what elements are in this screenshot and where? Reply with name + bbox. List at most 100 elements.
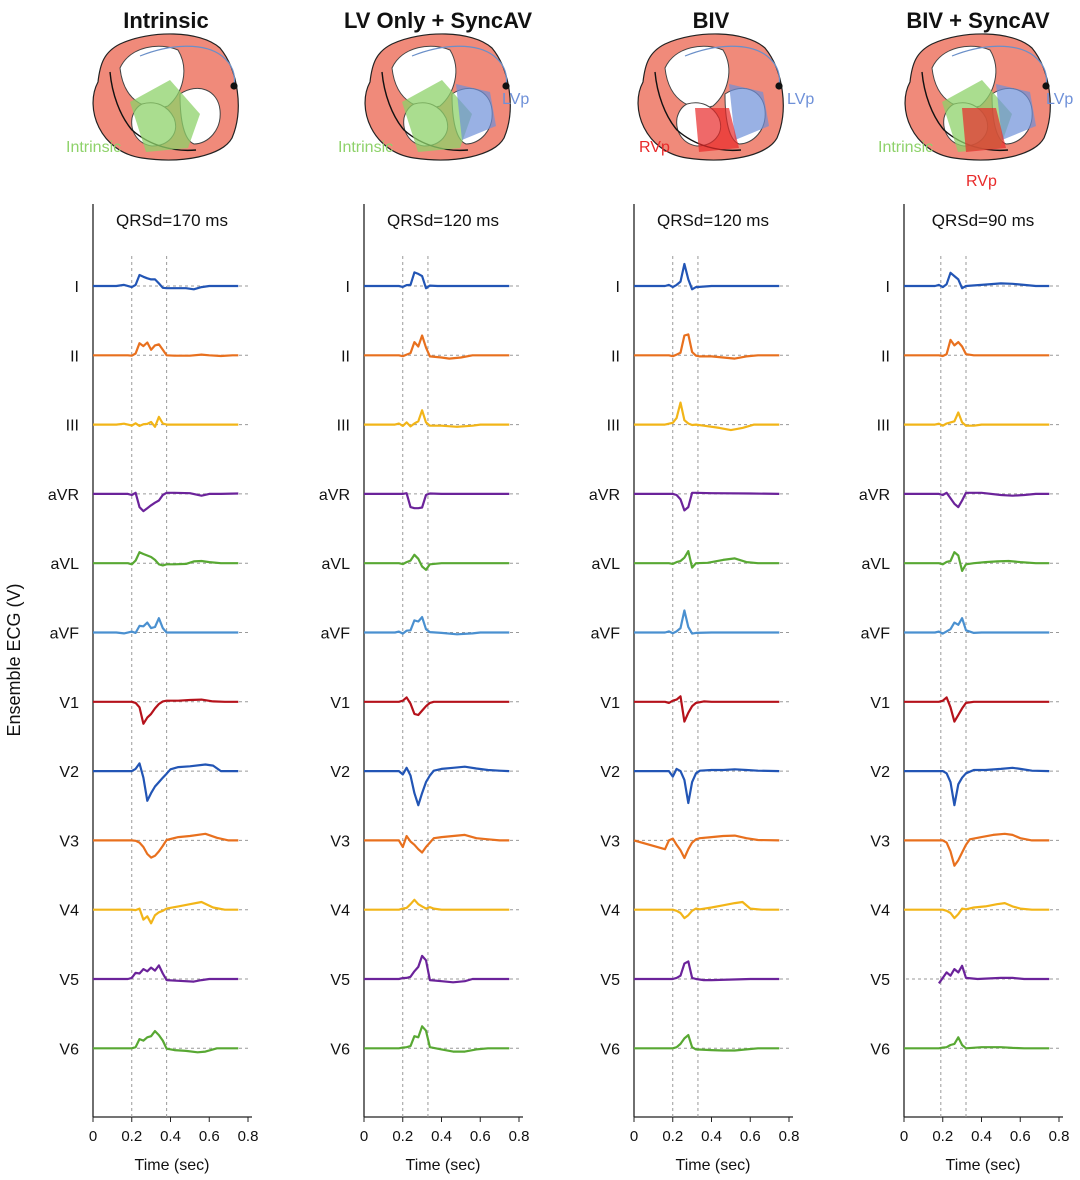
ecg-trace-V4 bbox=[364, 898, 510, 911]
lead-label-V6: V6 bbox=[59, 1041, 79, 1058]
heart-illustration bbox=[92, 33, 239, 161]
ecg-trace-V1 bbox=[364, 696, 510, 717]
lv-pacing-region bbox=[729, 84, 769, 140]
lead-label-V4: V4 bbox=[330, 903, 350, 920]
ecg-trace-V3 bbox=[364, 833, 510, 854]
ecg-trace-V2 bbox=[634, 767, 780, 805]
lead-label-V5: V5 bbox=[330, 972, 350, 989]
panel-title: Intrinsic bbox=[123, 8, 209, 33]
lead-label-II: II bbox=[70, 348, 79, 365]
ecg-trace-V5 bbox=[364, 954, 510, 984]
y-axis-label: Ensemble ECG (V) bbox=[4, 583, 24, 736]
ecg-trace-aVF bbox=[904, 617, 1050, 635]
x-tick-label: 0 bbox=[360, 1128, 368, 1145]
panel-title: BIV bbox=[693, 8, 730, 33]
heart-label-intrinsic: Intrinsic bbox=[338, 139, 393, 156]
heart-label-lvp: LVp bbox=[502, 91, 529, 108]
lead-label-V4: V4 bbox=[600, 903, 620, 920]
panel-1: Intrinsic Intrinsic QRSd=170 ms 0 0.2 0.4 0.6 0… bbox=[48, 8, 259, 1174]
ecg-trace-aVR bbox=[904, 491, 1050, 509]
lv-lead-tip bbox=[502, 82, 510, 90]
ecg-trace-V5 bbox=[634, 960, 780, 982]
ecg-trace-aVR bbox=[634, 491, 780, 512]
ecg-trace-V4 bbox=[93, 900, 239, 925]
ecg-trace-III bbox=[634, 401, 780, 432]
qrs-duration-label: QRSd=120 ms bbox=[657, 211, 769, 230]
lead-label-V2: V2 bbox=[59, 764, 79, 781]
x-tick-label: 0.6 bbox=[199, 1128, 220, 1145]
lead-label-aVF: aVF bbox=[861, 626, 891, 643]
ecg-trace-V6 bbox=[904, 1036, 1050, 1050]
lv-lead-wire bbox=[684, 45, 781, 87]
ecg-trace-aVL bbox=[634, 549, 780, 569]
panel-title: LV Only + SyncAV bbox=[344, 8, 532, 33]
x-tick-label: 0 bbox=[900, 1128, 908, 1145]
lv-pacing-region bbox=[996, 84, 1036, 140]
ecg-trace-I bbox=[634, 262, 780, 291]
lead-label-III: III bbox=[877, 418, 890, 435]
lv-lead-tip bbox=[775, 82, 783, 90]
ecg-trace-aVF bbox=[634, 609, 780, 635]
ecg-trace-V1 bbox=[93, 698, 239, 725]
lead-label-V2: V2 bbox=[600, 764, 620, 781]
lead-label-V5: V5 bbox=[59, 972, 79, 989]
lead-label-V5: V5 bbox=[870, 972, 890, 989]
lead-label-aVR: aVR bbox=[589, 487, 620, 504]
heart-label-rvp: RVp bbox=[966, 173, 997, 190]
lead-label-V1: V1 bbox=[59, 695, 79, 712]
heart-label-lvp: LVp bbox=[787, 91, 814, 108]
ecg-trace-aVF bbox=[93, 617, 239, 635]
lead-label-aVR: aVR bbox=[319, 487, 350, 504]
ecg-trace-V4 bbox=[904, 901, 1050, 920]
rv-lead-wire bbox=[921, 71, 1009, 152]
lead-label-V1: V1 bbox=[600, 695, 620, 712]
panel-title: BIV + SyncAV bbox=[906, 8, 1050, 33]
lead-label-II: II bbox=[611, 348, 620, 365]
lead-label-I: I bbox=[886, 279, 890, 296]
lead-label-II: II bbox=[881, 348, 890, 365]
lv-lead-tip bbox=[1042, 82, 1050, 90]
intrinsic-activation-region bbox=[402, 80, 472, 152]
lead-label-V3: V3 bbox=[59, 833, 79, 850]
lead-label-V6: V6 bbox=[870, 1041, 890, 1058]
ecg-trace-V1 bbox=[904, 696, 1050, 723]
qrs-duration-label: QRSd=90 ms bbox=[932, 211, 1035, 230]
x-tick-label: 0.4 bbox=[431, 1128, 452, 1145]
ecg-trace-V5 bbox=[938, 964, 1050, 985]
lead-label-V1: V1 bbox=[870, 695, 890, 712]
lead-label-V2: V2 bbox=[330, 764, 350, 781]
ecg-trace-V6 bbox=[634, 1033, 780, 1052]
lead-label-I: I bbox=[75, 279, 79, 296]
atria bbox=[664, 45, 730, 109]
ecg-trace-V3 bbox=[633, 834, 780, 860]
x-tick-label: 0.8 bbox=[238, 1128, 259, 1145]
lead-label-aVR: aVR bbox=[859, 487, 890, 504]
rv-lead-wire bbox=[109, 71, 197, 152]
x-tick-label: 0.6 bbox=[470, 1128, 491, 1145]
lead-label-V6: V6 bbox=[600, 1041, 620, 1058]
ecg-trace-V5 bbox=[93, 964, 239, 983]
ecg-trace-aVL bbox=[364, 553, 510, 571]
ecg-trace-V3 bbox=[93, 832, 239, 859]
lead-label-aVL: aVL bbox=[862, 556, 891, 573]
x-axis-label: Time (sec) bbox=[676, 1157, 751, 1174]
lv-lead-wire bbox=[411, 45, 508, 87]
ecg-trace-aVF bbox=[364, 615, 510, 636]
lead-label-V3: V3 bbox=[600, 833, 620, 850]
lead-label-II: II bbox=[341, 348, 350, 365]
x-tick-label: 0 bbox=[89, 1128, 97, 1145]
ecg-trace-V1 bbox=[634, 695, 780, 723]
lead-label-aVR: aVR bbox=[48, 487, 79, 504]
ecg-trace-III bbox=[904, 411, 1050, 427]
lead-label-III: III bbox=[337, 418, 350, 435]
ecg-trace-V4 bbox=[634, 900, 780, 920]
ecg-trace-II bbox=[634, 333, 780, 360]
lead-label-aVF: aVF bbox=[321, 626, 351, 643]
x-tick-label: 0 bbox=[630, 1128, 638, 1145]
ecg-trace-II bbox=[904, 338, 1050, 358]
panel-4: BIV + SyncAV Intrinsic LVp RVp QRSd=90 ms 0 0.… bbox=[859, 8, 1074, 1174]
x-tick-label: 0.8 bbox=[509, 1128, 530, 1145]
lead-label-V3: V3 bbox=[870, 833, 890, 850]
ecg-trace-aVL bbox=[904, 551, 1050, 573]
ecg-trace-V6 bbox=[364, 1025, 510, 1053]
